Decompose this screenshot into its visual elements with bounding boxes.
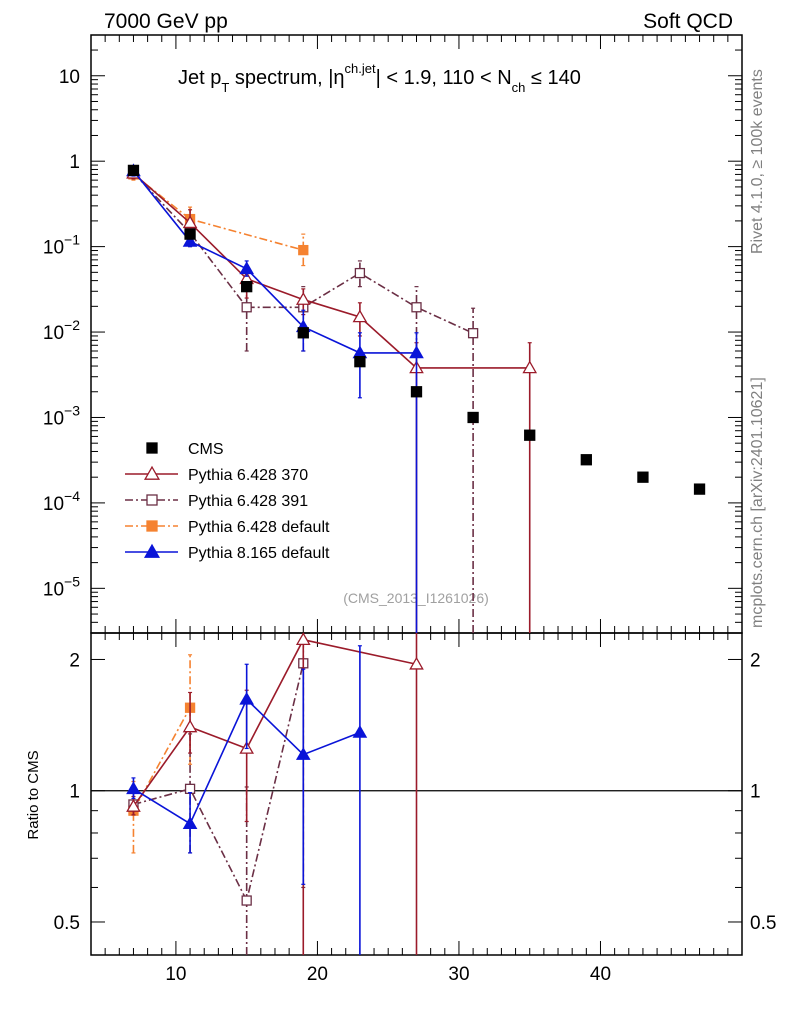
ratio-y-axis-title: Ratio to CMS <box>25 750 42 839</box>
main-point-p370 <box>522 360 538 374</box>
main-point-cms <box>410 386 423 398</box>
header-left: 7000 GeV pp <box>104 10 228 33</box>
main-point-p6def <box>298 244 309 256</box>
ratio-point-p370 <box>295 632 311 646</box>
ratio-y-tick-label-right: 0.5 <box>750 913 776 934</box>
main-point-p8 <box>409 345 424 359</box>
main-y-tick-labels: 10 1 10−1 10−2 10−3 10−4 10−5 <box>43 67 80 601</box>
main-point-p391 <box>354 267 366 279</box>
ratio-point-p391 <box>184 783 196 794</box>
x-tick-label: 40 <box>590 964 611 985</box>
legend-label-p391: Pythia 6.428 391 <box>188 493 308 510</box>
main-y-tick-label: 10−5 <box>43 573 80 600</box>
main-point-cms <box>297 327 309 339</box>
main-point-cms <box>184 228 196 240</box>
main-point-p370 <box>295 292 311 305</box>
main-point-p370 <box>182 215 198 229</box>
x-tick-label: 10 <box>165 964 186 985</box>
ratio-y-tick-label-left: 2 <box>69 650 80 671</box>
rivet-version-label: Rivet 4.1.0, ≥ 100k events <box>749 69 766 254</box>
main-point-p8 <box>239 261 255 275</box>
legend-label-p6def: Pythia 6.428 default <box>188 519 330 536</box>
ratio-y-tick-label-left: 1 <box>69 782 80 803</box>
main-point-p391 <box>241 302 252 313</box>
ratio-point-p8 <box>126 781 141 795</box>
legend-marker-p8 <box>143 543 161 558</box>
ratio-point-p8 <box>239 691 255 705</box>
legend-marker-p6def <box>146 520 158 532</box>
ratio-point-p8 <box>352 724 368 738</box>
main-line-p6def <box>132 173 304 251</box>
ratio-point-p370 <box>126 798 141 812</box>
main-plot-marks <box>126 163 706 633</box>
main-point-cms <box>241 280 253 293</box>
axis-ticks <box>91 34 742 955</box>
main-y-tick-label: 10 <box>59 67 80 88</box>
x-tick-label: 20 <box>307 964 328 985</box>
main-point-p391 <box>411 302 422 313</box>
ratio-y-tick-label-left: 0.5 <box>54 913 80 934</box>
legend-label-p370: Pythia 6.428 370 <box>188 467 308 484</box>
main-point-cms <box>524 429 536 441</box>
main-point-cms <box>467 411 479 424</box>
header-right: Soft QCD <box>643 10 733 33</box>
main-point-cms <box>354 356 366 368</box>
ratio-y-tick-label-right: 1 <box>750 782 761 803</box>
ratio-y-tick-label-right: 2 <box>750 650 761 671</box>
main-line-p8 <box>132 170 417 354</box>
legend-marker-p391 <box>146 494 158 506</box>
main-point-cms <box>127 164 140 177</box>
main-y-tick-label: 10−2 <box>43 317 80 344</box>
main-point-p370 <box>352 309 368 323</box>
legend-marker-cms <box>146 442 158 454</box>
legend-label-p8: Pythia 8.165 default <box>188 545 330 562</box>
main-point-cms <box>637 471 649 483</box>
plot-title: Jet pT spectrum, |ηch.jet| < 1.9, 110 < … <box>178 61 581 95</box>
main-line-p370 <box>132 172 530 369</box>
main-y-tick-label: 1 <box>69 152 80 173</box>
ratio-line-p391 <box>133 663 305 903</box>
main-y-tick-label: 10−3 <box>43 402 80 429</box>
main-point-cms <box>693 483 706 495</box>
main-point-cms <box>580 454 592 466</box>
legend-label-cms: CMS <box>188 441 224 458</box>
ratio-point-p8 <box>295 747 311 760</box>
ratio-plot-marks <box>126 632 424 955</box>
ratio-point-p370 <box>409 656 424 670</box>
main-y-tick-label: 10−4 <box>43 488 80 515</box>
main-y-tick-label: 10−1 <box>43 232 80 259</box>
mcplots-label: mcplots.cern.ch [arXiv:2401.10621] <box>749 377 766 628</box>
ratio-point-p370 <box>182 719 198 733</box>
main-point-p8 <box>182 233 198 247</box>
legend-marker-p370 <box>143 465 161 480</box>
x-tick-label: 30 <box>448 964 469 985</box>
main-point-p391 <box>467 328 479 339</box>
ratio-point-p8 <box>182 816 198 830</box>
legend: CMS Pythia 6.428 370 Pythia 6.428 391 Pythi… <box>125 441 330 562</box>
x-tick-labels: 10 20 30 40 <box>165 964 611 985</box>
ratio-y-tick-labels: 2 2 1 1 0.5 0.5 <box>54 650 777 934</box>
ratio-point-p391 <box>241 895 252 906</box>
